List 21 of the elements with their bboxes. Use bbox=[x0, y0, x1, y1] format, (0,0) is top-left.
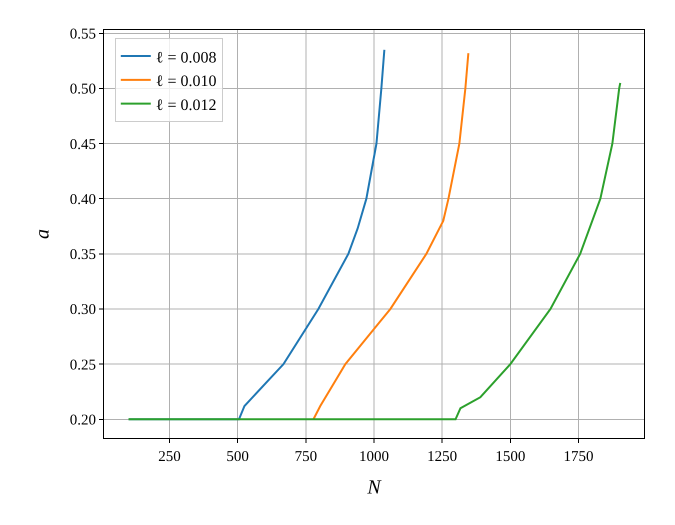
y-tick-label: 0.30 bbox=[70, 302, 96, 318]
y-tick-label: 0.20 bbox=[70, 412, 96, 428]
legend-label: ℓ = 0.010 bbox=[156, 73, 216, 90]
legend-label: ℓ = 0.008 bbox=[156, 49, 216, 66]
x-tick-label: 1750 bbox=[564, 449, 594, 465]
x-tick-label: 1250 bbox=[427, 449, 458, 465]
line-series bbox=[312, 52, 470, 420]
y-axis-title: a bbox=[31, 229, 54, 239]
legend-label: ℓ = 0.012 bbox=[156, 96, 216, 114]
x-tick-label: 250 bbox=[158, 449, 181, 465]
x-tick-label: 750 bbox=[294, 449, 318, 465]
x-tick-label: 1000 bbox=[359, 449, 389, 465]
y-tick-label: 0.35 bbox=[70, 247, 96, 264]
y-tick-label: 0.55 bbox=[70, 26, 96, 43]
y-tick-label: 0.25 bbox=[70, 357, 96, 374]
x-tick-label: 500 bbox=[226, 449, 249, 465]
y-tick-label: 0.40 bbox=[70, 192, 96, 208]
y-tick-label: 0.50 bbox=[70, 82, 96, 98]
x-axis-title: N bbox=[366, 476, 382, 498]
y-tick-label: 0.45 bbox=[70, 136, 96, 153]
x-tick-label: 1500 bbox=[495, 449, 526, 465]
